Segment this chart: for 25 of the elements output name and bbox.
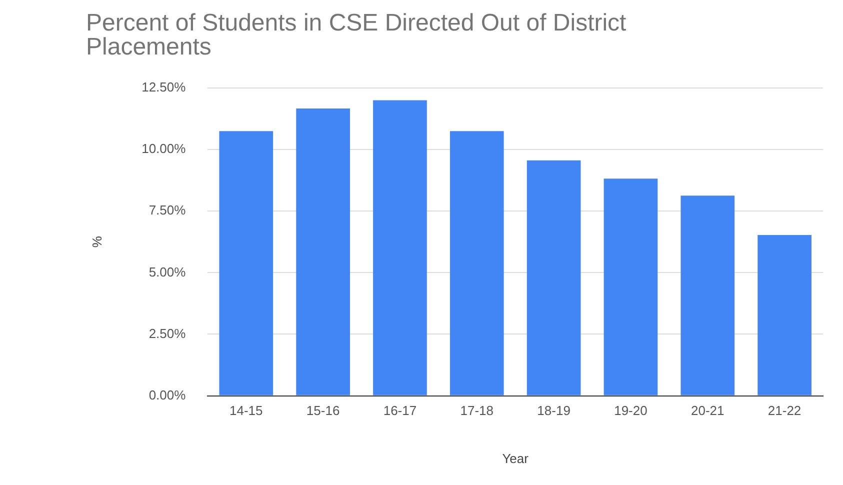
y-tick-label: 2.50%	[148, 326, 186, 341]
x-tick-label: 14-15	[230, 403, 263, 418]
x-tick-label: 16-17	[383, 403, 417, 418]
bar	[758, 235, 812, 396]
x-tick-label: 17-18	[460, 403, 494, 418]
bar	[604, 178, 658, 396]
x-axis-title: Year	[502, 450, 530, 466]
bar	[526, 160, 581, 396]
y-tick-label: 10.00%	[142, 141, 186, 156]
y-axis-title: %	[89, 236, 104, 248]
bar	[296, 108, 350, 396]
x-tick-label: 20-21	[691, 403, 724, 418]
x-tick-label: 21-22	[768, 403, 802, 418]
y-tick-label: 0.00%	[148, 387, 186, 402]
bar	[373, 100, 427, 396]
bar	[450, 131, 504, 396]
x-tick-label: 18-19	[537, 403, 570, 418]
x-tick-label: 19-20	[614, 403, 648, 418]
y-tick-label: 7.50%	[148, 202, 186, 218]
y-tick-label: 12.50%	[142, 80, 186, 95]
bar	[219, 131, 274, 396]
y-tick-label: 5.00%	[148, 264, 186, 280]
chart-title: Percent of Students in CSE Directed Out of District Placements	[86, 10, 627, 61]
x-tick-label: 15-16	[306, 403, 340, 418]
bar	[680, 196, 735, 396]
